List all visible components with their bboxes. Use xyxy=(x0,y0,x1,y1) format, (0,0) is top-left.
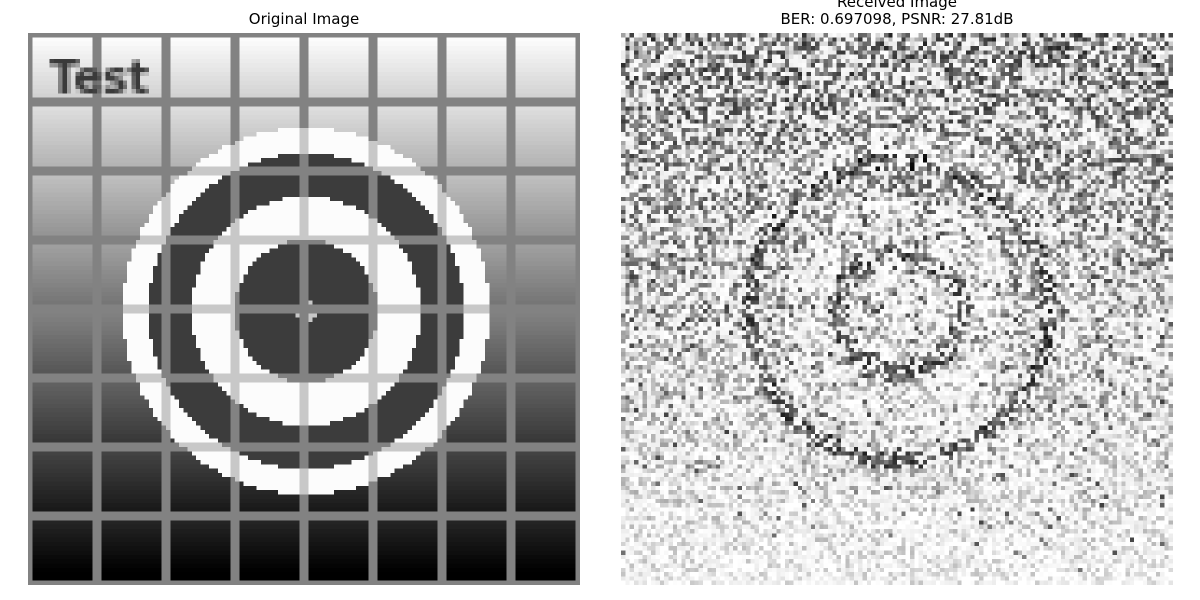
received-image xyxy=(621,33,1173,585)
original-image-title: Original Image xyxy=(248,10,360,28)
received-image-metrics: BER: 0.697098, PSNR: 27.81dB xyxy=(780,10,1014,28)
original-image xyxy=(28,33,580,585)
received-image-title-line1: Received Image xyxy=(837,0,957,11)
received-image-title: Received Image BER: 0.697098, PSNR: 27.8… xyxy=(621,0,1173,28)
